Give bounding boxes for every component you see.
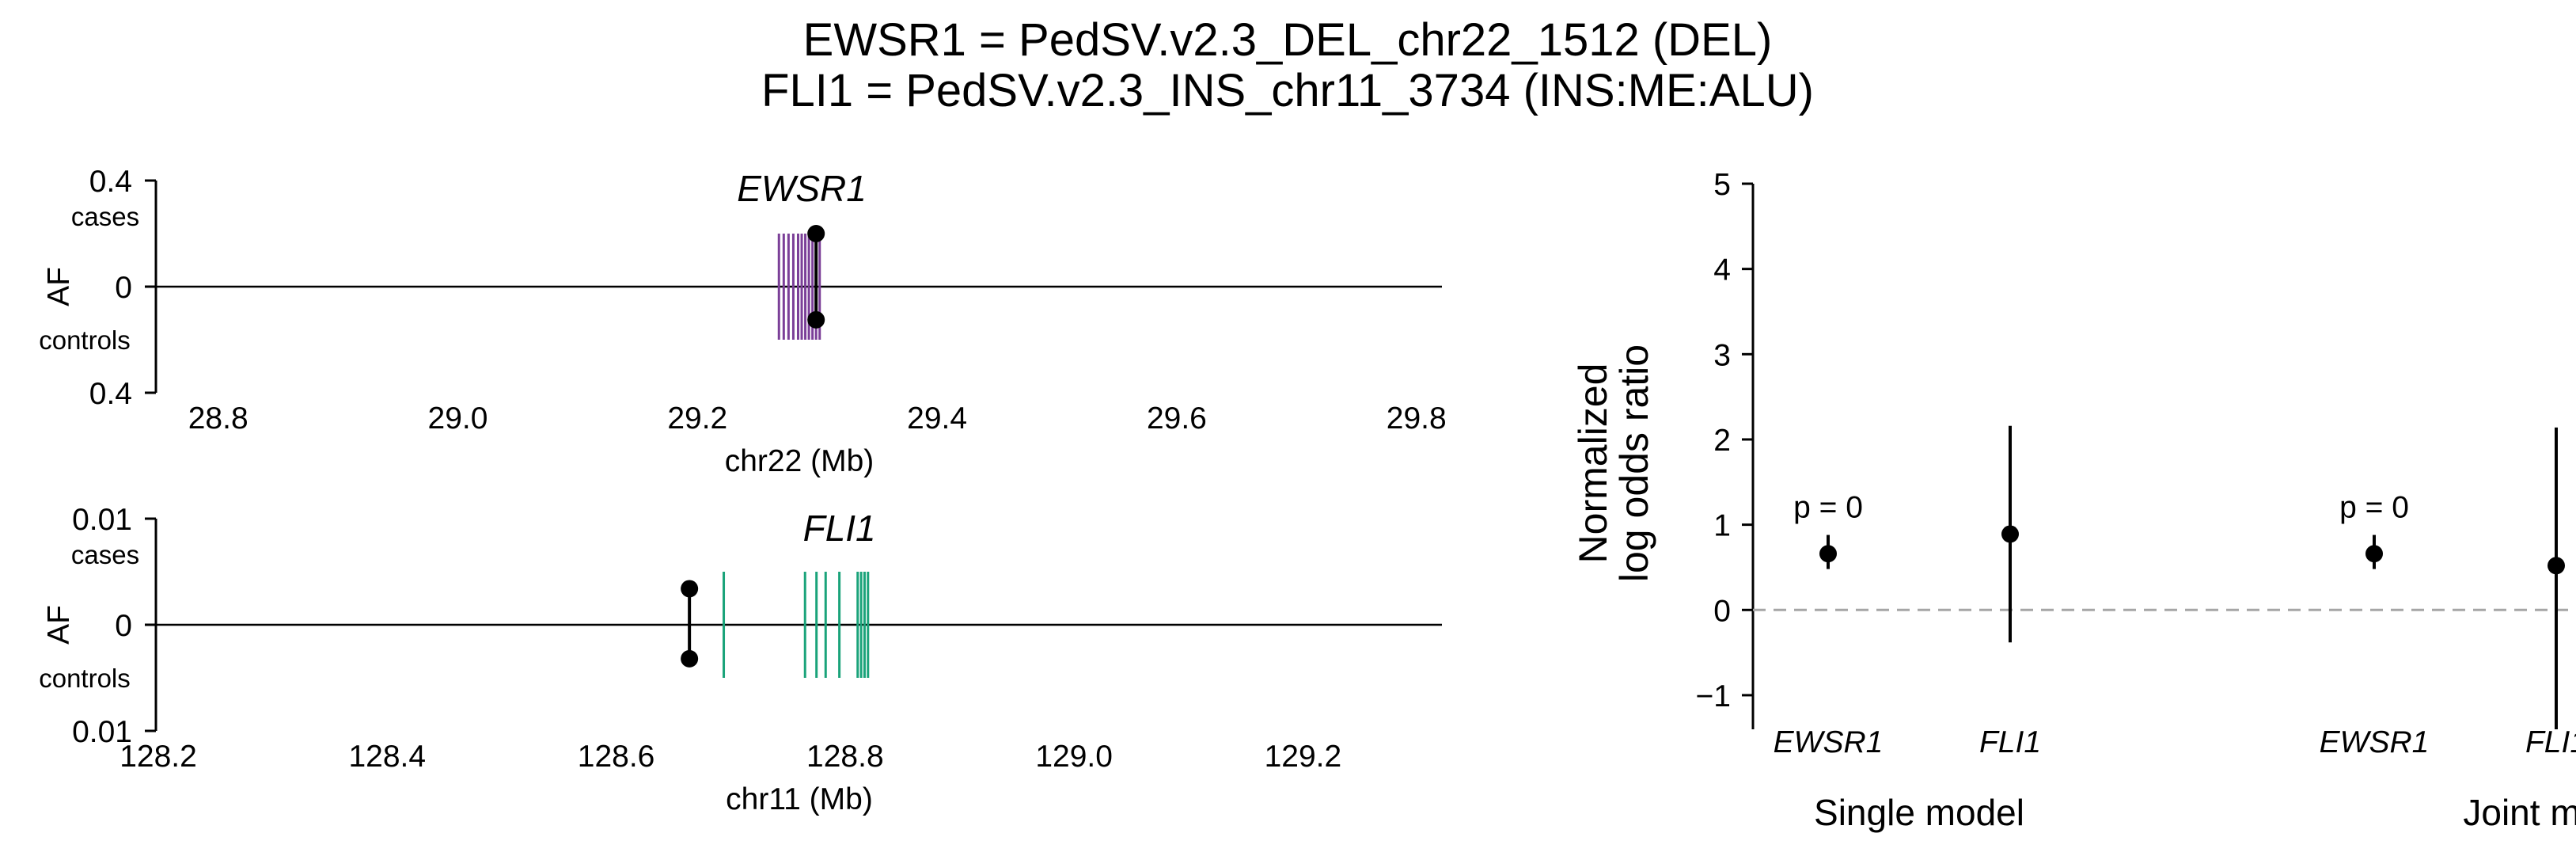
- ewsr1-x-tick-label-4: 29.6: [1147, 401, 1207, 436]
- forest-y-tick-label-0: 0: [1713, 594, 1731, 628]
- ewsr1-controls-label: controls: [39, 325, 131, 355]
- ewsr1-xlabel: chr22 (Mb): [725, 444, 874, 478]
- fli1-controls-label: controls: [39, 664, 131, 693]
- ewsr1-x-tick-label-5: 29.8: [1387, 401, 1447, 436]
- forest-y-tick-label-2: 2: [1713, 424, 1731, 458]
- fli1-x-tick-label-4: 129.0: [1035, 740, 1113, 774]
- forest-y-tick-label-1: 1: [1713, 509, 1731, 543]
- figure-title-line2: FLI1 = PedSV.v2.3_INS_chr11_3734 (INS:ME…: [761, 65, 1814, 116]
- forest-ylabel-line1: Normalized: [1571, 363, 1615, 564]
- forest-ylabel: Normalizedlog odds ratio: [1571, 344, 1656, 582]
- fli1-x-tick-label-3: 128.8: [806, 740, 884, 774]
- ewsr1-x-tick-label-0: 28.8: [188, 401, 248, 436]
- ewsr1-y-tick-label-zero: 0: [115, 271, 132, 305]
- ewsr1-x-tick-label-1: 29.0: [428, 401, 488, 436]
- fli1-locus-panel: 0.01 0 0.01 cases controls AF 128.2 128.4 128.6 1…: [39, 503, 1442, 816]
- forest-y-tick-label-5: 5: [1713, 168, 1731, 202]
- fli1-x-tick-label-5: 129.2: [1265, 740, 1342, 774]
- fli1-x-tick-label-1: 128.4: [348, 740, 426, 774]
- forest-group-label-1: Joint model: [2463, 792, 2576, 833]
- ewsr1-y-tick-label-top: 0.4: [89, 165, 132, 199]
- forest-x-label-0: EWSR1: [1774, 725, 1884, 759]
- ewsr1-sv-controls-point: [807, 310, 825, 329]
- forest-y-tick-label-3: 3: [1713, 338, 1731, 372]
- forest-plot-panel: −1 0 1 2 3 4 5 Normalizedlog odds ratio EWSR1 p =…: [1571, 168, 2576, 833]
- fli1-x-tick-label-0: 128.2: [120, 740, 197, 774]
- ewsr1-cases-label: cases: [71, 202, 139, 231]
- fli1-gene-label: FLI1: [803, 508, 876, 549]
- figure-title-line1: EWSR1 = PedSV.v2.3_DEL_chr22_1512 (DEL): [803, 14, 1773, 66]
- fli1-xlabel: chr11 (Mb): [726, 782, 873, 816]
- forest-annotation-2: p = 0: [2339, 491, 2409, 525]
- forest-x-label-1: FLI1: [1979, 725, 2041, 759]
- forest-point-1: [2001, 525, 2019, 543]
- forest-point-0: [1819, 545, 1837, 563]
- forest-group-label-0: Single model: [1814, 792, 2024, 833]
- forest-y-tick-label--1: −1: [1696, 679, 1731, 713]
- ewsr1-x-tick-label-2: 29.2: [667, 401, 727, 436]
- fli1-cases-label: cases: [71, 540, 139, 569]
- fli1-sv-cases-point: [681, 580, 699, 598]
- ewsr1-ylabel: AF: [42, 267, 76, 306]
- forest-point-2: [2365, 545, 2383, 563]
- ewsr1-y-tick-label-bottom: 0.4: [89, 377, 132, 411]
- fli1-ylabel: AF: [42, 605, 76, 645]
- forest-y-tick-label-4: 4: [1713, 253, 1731, 287]
- fli1-y-tick-label-top: 0.01: [72, 503, 132, 537]
- forest-x-label-2: EWSR1: [2320, 725, 2430, 759]
- fli1-y-tick-label-bottom: 0.01: [72, 715, 132, 749]
- forest-ylabel-line2: log odds ratio: [1612, 344, 1656, 582]
- fli1-y-tick-label-zero: 0: [115, 609, 132, 643]
- fli1-x-tick-label-2: 128.6: [578, 740, 655, 774]
- ewsr1-gene-label: EWSR1: [737, 168, 867, 209]
- ewsr1-x-tick-label-3: 29.4: [907, 401, 967, 436]
- forest-x-label-3: FLI1: [2525, 725, 2576, 759]
- fli1-sv-controls-point: [681, 649, 699, 668]
- forest-point-3: [2548, 557, 2565, 575]
- ewsr1-locus-panel: 0.4 0 0.4 cases controls AF 28.8 29.0 29.2 29.4 29…: [39, 165, 1446, 478]
- ewsr1-sv-cases-point: [807, 225, 825, 242]
- forest-annotation-0: p = 0: [1793, 491, 1863, 525]
